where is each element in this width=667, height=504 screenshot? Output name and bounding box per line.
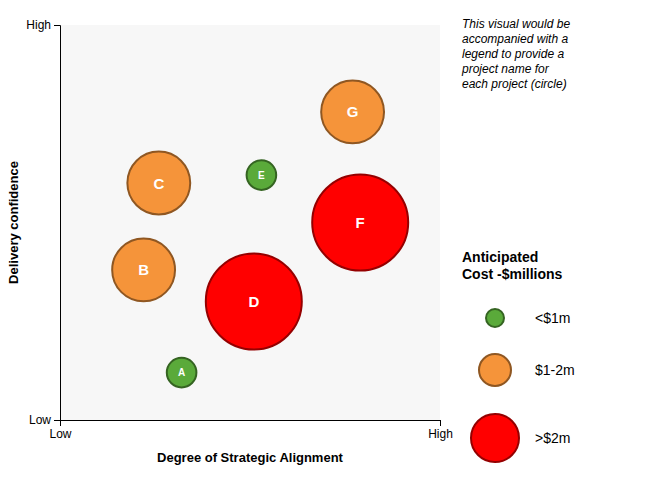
data-label: G <box>347 103 359 120</box>
legend-title: AnticipatedCost -$millions <box>462 249 563 282</box>
annotation: This visual would beaccompanied with ale… <box>461 17 570 91</box>
x-axis-title: Degree of Strategic Alignment <box>157 450 344 465</box>
axis-line <box>61 421 441 427</box>
data-label: D <box>248 293 259 310</box>
bubble <box>321 80 384 143</box>
bubble <box>312 175 408 271</box>
tick-label: High <box>428 427 453 441</box>
data-label: B <box>138 261 149 278</box>
plot-background <box>60 25 440 420</box>
legend-swatch <box>486 309 504 327</box>
tick-mark <box>54 420 60 421</box>
legend: AnticipatedCost -$millions <$1m $1-2m >$2m <box>462 249 575 462</box>
tick: High <box>428 420 453 441</box>
legend-swatch <box>479 354 511 386</box>
tick-mark <box>54 25 60 26</box>
bubble <box>112 238 175 301</box>
legend-label: <$1m <box>535 310 570 326</box>
text-line: Anticipated <box>462 249 538 265</box>
data-labels: A B C D E F G <box>138 103 365 378</box>
text-line: project name for <box>461 62 550 76</box>
text-line: accompanied with a <box>462 32 568 46</box>
tick-mark <box>440 420 441 426</box>
chart: Low High Low High A B C D E F G Degree of Strategic… <box>0 0 667 504</box>
bubble <box>206 254 302 350</box>
text-line: each project (circle) <box>462 77 567 91</box>
data-label: A <box>178 367 185 378</box>
y-axis-title: Delivery confidence <box>6 161 21 284</box>
bubble <box>127 152 190 215</box>
bubble <box>167 358 197 388</box>
data-label: F <box>356 214 365 231</box>
text-line: This visual would be <box>462 17 570 31</box>
tick: Low <box>49 420 71 441</box>
legend-label: >$2m <box>535 430 570 446</box>
legend-label: $1-2m <box>535 362 575 378</box>
data-label: E <box>258 170 265 181</box>
legend-swatch <box>471 414 519 462</box>
bubble <box>247 160 277 190</box>
data-label: C <box>153 175 164 192</box>
tick-label: Low <box>29 413 51 427</box>
tick: Low <box>29 413 60 427</box>
tick-label: Low <box>49 427 71 441</box>
marks <box>112 80 408 387</box>
text-line: legend to provide a <box>462 47 564 61</box>
text-line: Cost -$millions <box>462 266 563 282</box>
y-axis: Low High <box>26 18 60 427</box>
x-axis: Low High <box>49 420 452 441</box>
tick: High <box>26 18 60 32</box>
plot: Low High Low High A B C D E F G <box>26 18 453 440</box>
axis-line <box>54 26 61 421</box>
tick-label: High <box>26 18 51 32</box>
